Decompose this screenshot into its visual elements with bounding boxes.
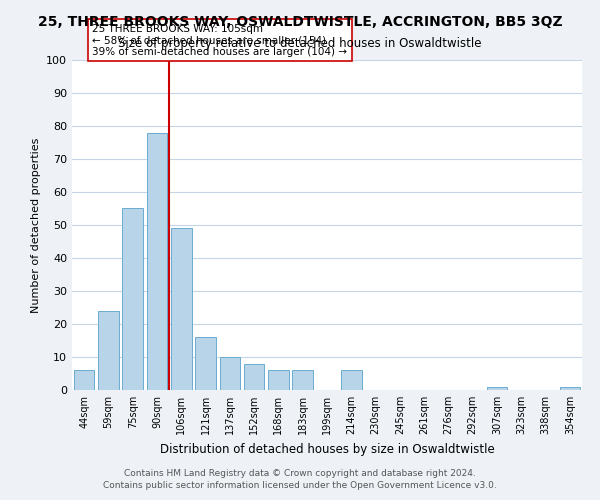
Bar <box>146 132 167 390</box>
Bar <box>268 370 289 390</box>
Bar <box>171 228 191 390</box>
Text: Contains HM Land Registry data © Crown copyright and database right 2024.
Contai: Contains HM Land Registry data © Crown c… <box>103 468 497 490</box>
Text: Size of property relative to detached houses in Oswaldtwistle: Size of property relative to detached ho… <box>118 38 482 51</box>
Text: 25 THREE BROOKS WAY: 105sqm
← 58% of detached houses are smaller (154)
39% of se: 25 THREE BROOKS WAY: 105sqm ← 58% of det… <box>92 24 347 56</box>
X-axis label: Distribution of detached houses by size in Oswaldtwistle: Distribution of detached houses by size … <box>160 442 494 456</box>
Bar <box>122 208 143 390</box>
Bar <box>98 311 119 390</box>
Bar <box>74 370 94 390</box>
Bar <box>560 386 580 390</box>
Bar <box>292 370 313 390</box>
Y-axis label: Number of detached properties: Number of detached properties <box>31 138 41 312</box>
Bar <box>244 364 265 390</box>
Bar <box>341 370 362 390</box>
Text: 25, THREE BROOKS WAY, OSWALDTWISTLE, ACCRINGTON, BB5 3QZ: 25, THREE BROOKS WAY, OSWALDTWISTLE, ACC… <box>38 15 562 29</box>
Bar <box>220 357 240 390</box>
Bar <box>195 337 216 390</box>
Bar <box>487 386 508 390</box>
